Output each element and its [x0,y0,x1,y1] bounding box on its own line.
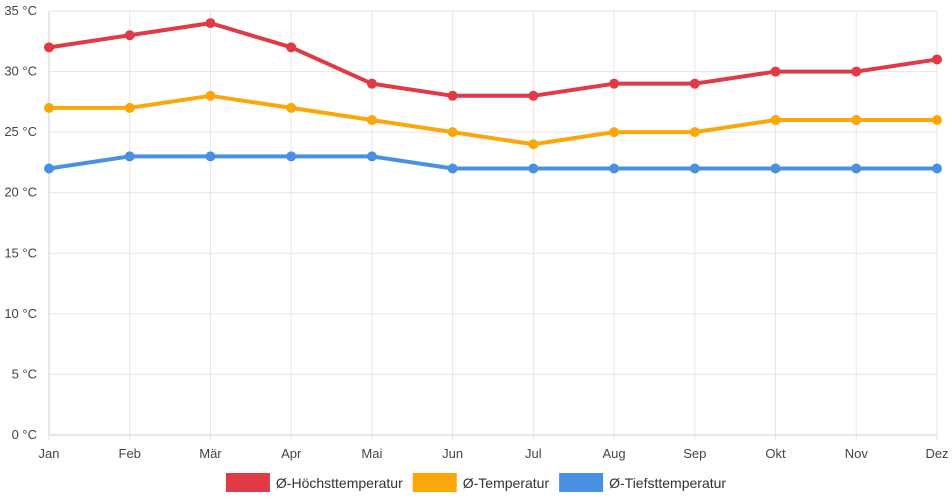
data-point[interactable] [932,54,942,65]
series-1 [44,18,942,101]
x-axis: Jan Feb Mär Apr Mai Jun Jul Aug Sep Okt Nov Dez [39,434,949,461]
x-tick-label: Feb [119,446,141,461]
data-point[interactable] [609,163,620,174]
data-point[interactable] [689,163,700,174]
data-point[interactable] [286,42,297,53]
data-point[interactable] [447,163,458,174]
x-tick-label: Sep [683,446,706,461]
data-point[interactable] [609,127,620,138]
data-point[interactable] [205,18,216,29]
data-point[interactable] [286,151,297,162]
data-point[interactable] [932,163,942,174]
data-point[interactable] [528,90,539,101]
data-point[interactable] [689,127,700,138]
data-point[interactable] [447,90,458,101]
series-3 [44,151,942,174]
legend-swatch [412,473,457,492]
x-tick-label: Mär [199,446,222,461]
y-tick-label: 10 °C [4,306,37,321]
data-point[interactable] [124,102,135,113]
y-tick-label: 20 °C [4,185,37,200]
data-point[interactable] [44,42,54,53]
legend-swatch [225,473,270,492]
y-tick-label: 35 °C [4,3,37,18]
legend-item[interactable]: Ø-Tiefsttemperatur [559,473,726,492]
y-tick-label: 15 °C [4,245,37,260]
data-point[interactable] [851,163,862,174]
data-point[interactable] [932,115,942,126]
data-point[interactable] [851,66,862,77]
y-tick-label: 30 °C [4,64,37,79]
legend-swatch [559,473,604,492]
legend-item[interactable]: Ø-Höchsttemperatur [225,473,403,492]
y-tick-label: 25 °C [4,124,37,139]
series-line [47,154,939,171]
x-tick-label: Jun [442,446,463,461]
legend-label: Ø-Höchsttemperatur [276,475,403,491]
data-point[interactable] [528,139,539,150]
legend-label: Ø-Temperatur [463,475,550,491]
data-point[interactable] [770,115,781,126]
legend-label: Ø-Tiefsttemperatur [609,475,726,491]
data-point[interactable] [528,163,539,174]
data-point[interactable] [286,102,297,113]
x-tick-label: Jul [525,446,542,461]
series-line [47,93,939,147]
y-tick-label: 0 °C [12,427,37,442]
data-point[interactable] [447,127,458,138]
grid [48,10,938,441]
legend: Ø-Höchsttemperatur Ø-Temperatur Ø-Tiefstte… [225,473,726,492]
data-point[interactable] [366,78,377,89]
series-group [44,18,942,174]
data-point[interactable] [366,151,377,162]
x-tick-label: Apr [281,446,302,461]
x-tick-label: Nov [845,446,869,461]
data-point[interactable] [770,66,781,77]
series-2 [44,90,942,150]
legend-item[interactable]: Ø-Temperatur [412,473,550,492]
data-point[interactable] [851,115,862,126]
data-point[interactable] [770,163,781,174]
data-point[interactable] [124,151,135,162]
y-tick-label: 5 °C [12,366,37,381]
data-point[interactable] [689,78,700,89]
data-point[interactable] [609,78,620,89]
x-tick-label: Okt [765,446,786,461]
data-point[interactable] [44,163,54,174]
x-tick-label: Jan [39,446,60,461]
series-line [47,21,939,98]
data-point[interactable] [366,115,377,126]
x-tick-label: Aug [603,446,626,461]
data-point[interactable] [44,102,54,113]
data-point[interactable] [205,90,216,101]
data-point[interactable] [124,30,135,41]
y-axis: 0 °C 5 °C 10 °C 15 °C 20 °C 25 °C 30 °C 35 °C [4,3,50,442]
x-tick-label: Dez [925,446,948,461]
x-tick-label: Mai [361,446,382,461]
data-point[interactable] [205,151,216,162]
